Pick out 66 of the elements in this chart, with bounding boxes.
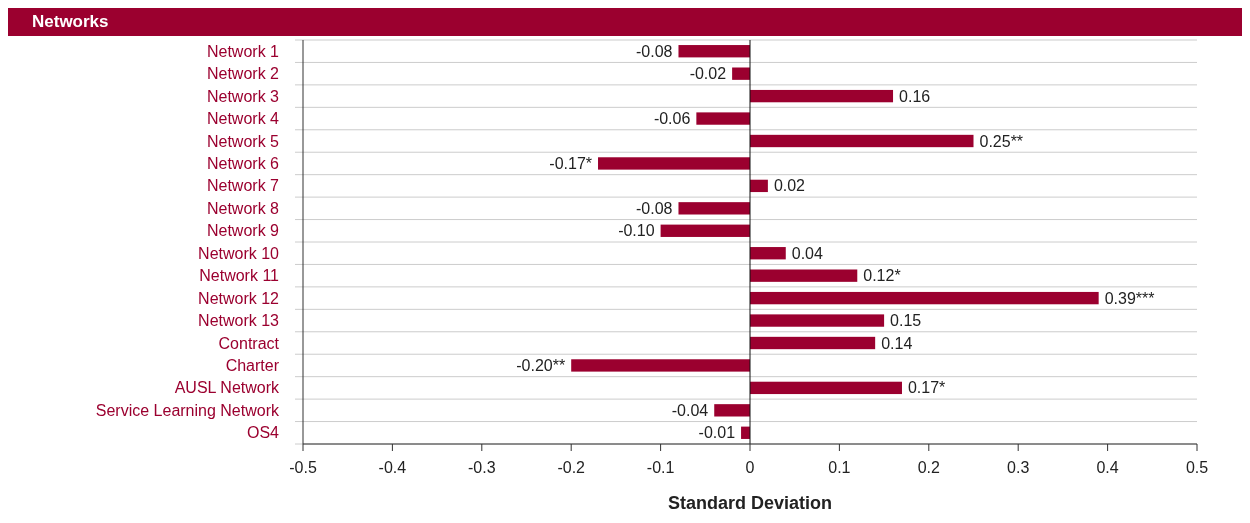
data-label: 0.39*** xyxy=(1104,289,1155,307)
y-tick-label: Network 10 xyxy=(198,244,280,262)
x-tick-label: 0.4 xyxy=(1096,459,1119,476)
data-label: -0.08 xyxy=(636,42,673,60)
x-tick-label: -0.3 xyxy=(468,459,496,476)
x-tick-label: -0.2 xyxy=(557,459,586,476)
y-tick-label: Network 3 xyxy=(206,87,280,105)
bar xyxy=(571,359,750,372)
bar xyxy=(750,269,858,282)
data-label: -0.01 xyxy=(698,424,736,442)
bar xyxy=(660,224,750,237)
data-label: 0.04 xyxy=(791,244,823,262)
y-tick-label: Network 2 xyxy=(206,65,280,83)
y-tick-label: Contract xyxy=(218,334,280,352)
x-tick-label: -0.4 xyxy=(378,459,407,476)
bar xyxy=(598,157,750,170)
bar xyxy=(750,247,786,260)
y-tick-label: Network 6 xyxy=(206,155,280,173)
x-tick-label: 0.5 xyxy=(1185,459,1209,476)
y-tick-label: AUSL Network xyxy=(174,379,280,397)
data-label: -0.17* xyxy=(549,155,593,173)
data-label: -0.10 xyxy=(618,222,655,240)
bar xyxy=(678,202,750,215)
bar xyxy=(732,67,750,80)
data-label: -0.08 xyxy=(636,199,673,217)
bar xyxy=(750,179,768,193)
x-tick-label: -0.1 xyxy=(646,459,675,476)
x-axis-title: Standard Deviation xyxy=(667,493,833,513)
bar xyxy=(750,134,974,148)
data-label: 0.17* xyxy=(907,379,946,397)
data-label: -0.02 xyxy=(689,65,727,83)
bar xyxy=(750,381,902,395)
y-tick-label: Charter xyxy=(225,357,280,375)
bar xyxy=(750,336,876,350)
x-tick-label: 0.3 xyxy=(1007,459,1030,476)
data-label: -0.04 xyxy=(671,401,709,419)
y-tick-label: Service Learning Network xyxy=(95,401,280,419)
y-tick-label: Network 11 xyxy=(199,267,280,285)
x-tick-label: 0.2 xyxy=(917,459,941,476)
data-label: 0.02 xyxy=(773,177,806,195)
x-tick-label: 0 xyxy=(745,459,755,476)
x-tick-label: -0.5 xyxy=(289,459,317,476)
data-label: 0.25** xyxy=(979,132,1024,150)
bar xyxy=(696,112,750,125)
y-tick-label: Network 5 xyxy=(206,132,280,150)
y-tick-label: Network 1 xyxy=(206,42,280,60)
y-tick-label: Network 4 xyxy=(206,110,280,128)
data-label: 0.12* xyxy=(863,267,901,285)
data-label: -0.20** xyxy=(516,357,566,375)
y-tick-label: OS4 xyxy=(246,424,280,442)
bar xyxy=(750,291,1099,305)
bar xyxy=(750,314,885,327)
x-tick-label: 0.1 xyxy=(828,459,851,476)
bar xyxy=(750,89,894,103)
data-label: 0.15 xyxy=(890,312,922,330)
y-tick-label: Network 13 xyxy=(198,312,280,330)
y-tick-label: Network 8 xyxy=(206,199,280,217)
data-label: 0.14 xyxy=(881,334,913,352)
data-label: -0.06 xyxy=(653,110,691,128)
bar xyxy=(714,404,750,417)
y-tick-label: Network 7 xyxy=(206,177,280,195)
bar xyxy=(678,45,750,58)
text: Networks xyxy=(32,12,109,31)
y-tick-label: Network 9 xyxy=(206,222,280,240)
data-label: 0.16 xyxy=(899,87,931,105)
y-tick-label: Network 12 xyxy=(198,289,280,307)
